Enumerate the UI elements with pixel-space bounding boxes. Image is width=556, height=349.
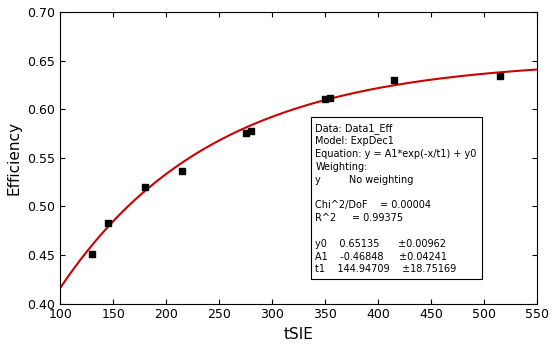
Point: [241, 130, 250, 135]
X-axis label: tSIE: tSIE: [284, 327, 314, 342]
Point: [495, 73, 504, 79]
Point: [247, 128, 256, 133]
Point: [103, 220, 112, 226]
Point: [141, 184, 150, 190]
Point: [88, 251, 97, 257]
Text: Data: Data1_Eff
Model: ExpDec1
Equation: y = A1*exp(-x/t1) + y0
Weighting:
y    : Data: Data1_Eff Model: ExpDec1 Equation:…: [315, 123, 476, 275]
Y-axis label: Efficiency: Efficiency: [7, 121, 22, 195]
Point: [178, 169, 187, 174]
Point: [326, 95, 335, 100]
Point: [390, 77, 399, 83]
Point: [321, 97, 330, 102]
